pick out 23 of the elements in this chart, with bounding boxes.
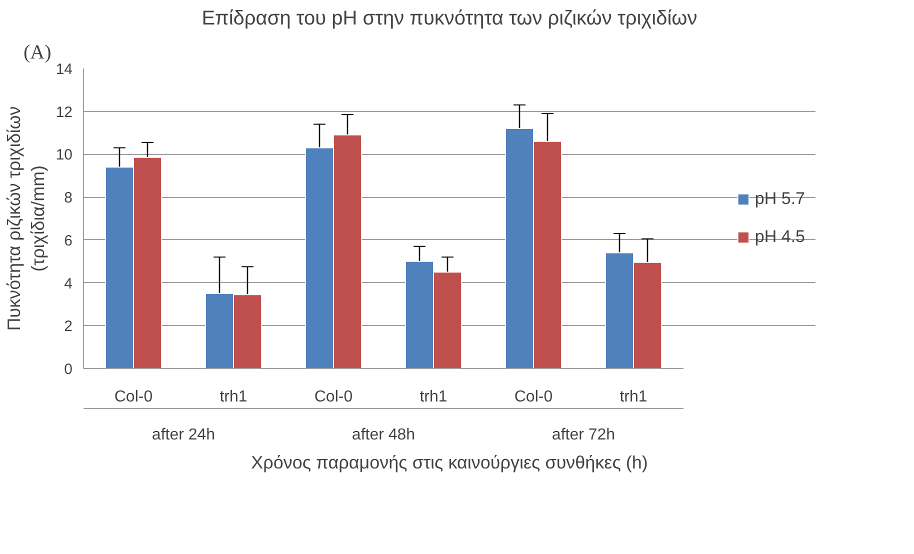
- y-tick-label: 12: [56, 104, 73, 121]
- y-tick-label: 14: [56, 61, 73, 78]
- text: (A): [24, 42, 52, 64]
- y-tick-label: 4: [64, 275, 72, 292]
- y-tick-label: 6: [64, 232, 72, 250]
- x-tick-label: trh1: [620, 388, 648, 406]
- x-axis-title: Χρόνος παραμονής στις καινούργιες συνθήκες (h): [251, 452, 648, 472]
- legend-label: pH 4.5: [754, 227, 805, 247]
- chart-title: Επίδραση του pH στην πυκνότητα των ριζικών τριχιδίων: [202, 8, 698, 30]
- y-axis-title: Πυκνότητα ριζικών τριχιδίων (τριχίδια/mm): [4, 106, 48, 331]
- x-tick-label: trh1: [220, 388, 248, 406]
- text: after 24h: [152, 426, 216, 444]
- x-tick-label: Col-0: [114, 388, 153, 406]
- x-tick-label: trh1: [420, 388, 448, 406]
- y-tick-label: 0: [64, 361, 72, 378]
- text: after 48h: [352, 426, 416, 444]
- y-tick-label: 8: [64, 190, 72, 207]
- text: after 72h: [552, 426, 616, 444]
- legend-label: pH 5.7: [754, 189, 805, 209]
- x-tick-label: Col-0: [514, 388, 553, 406]
- x-tick-label: Col-0: [314, 388, 353, 406]
- y-tick-label: 10: [56, 146, 73, 164]
- y-tick-label: 2: [64, 318, 72, 336]
